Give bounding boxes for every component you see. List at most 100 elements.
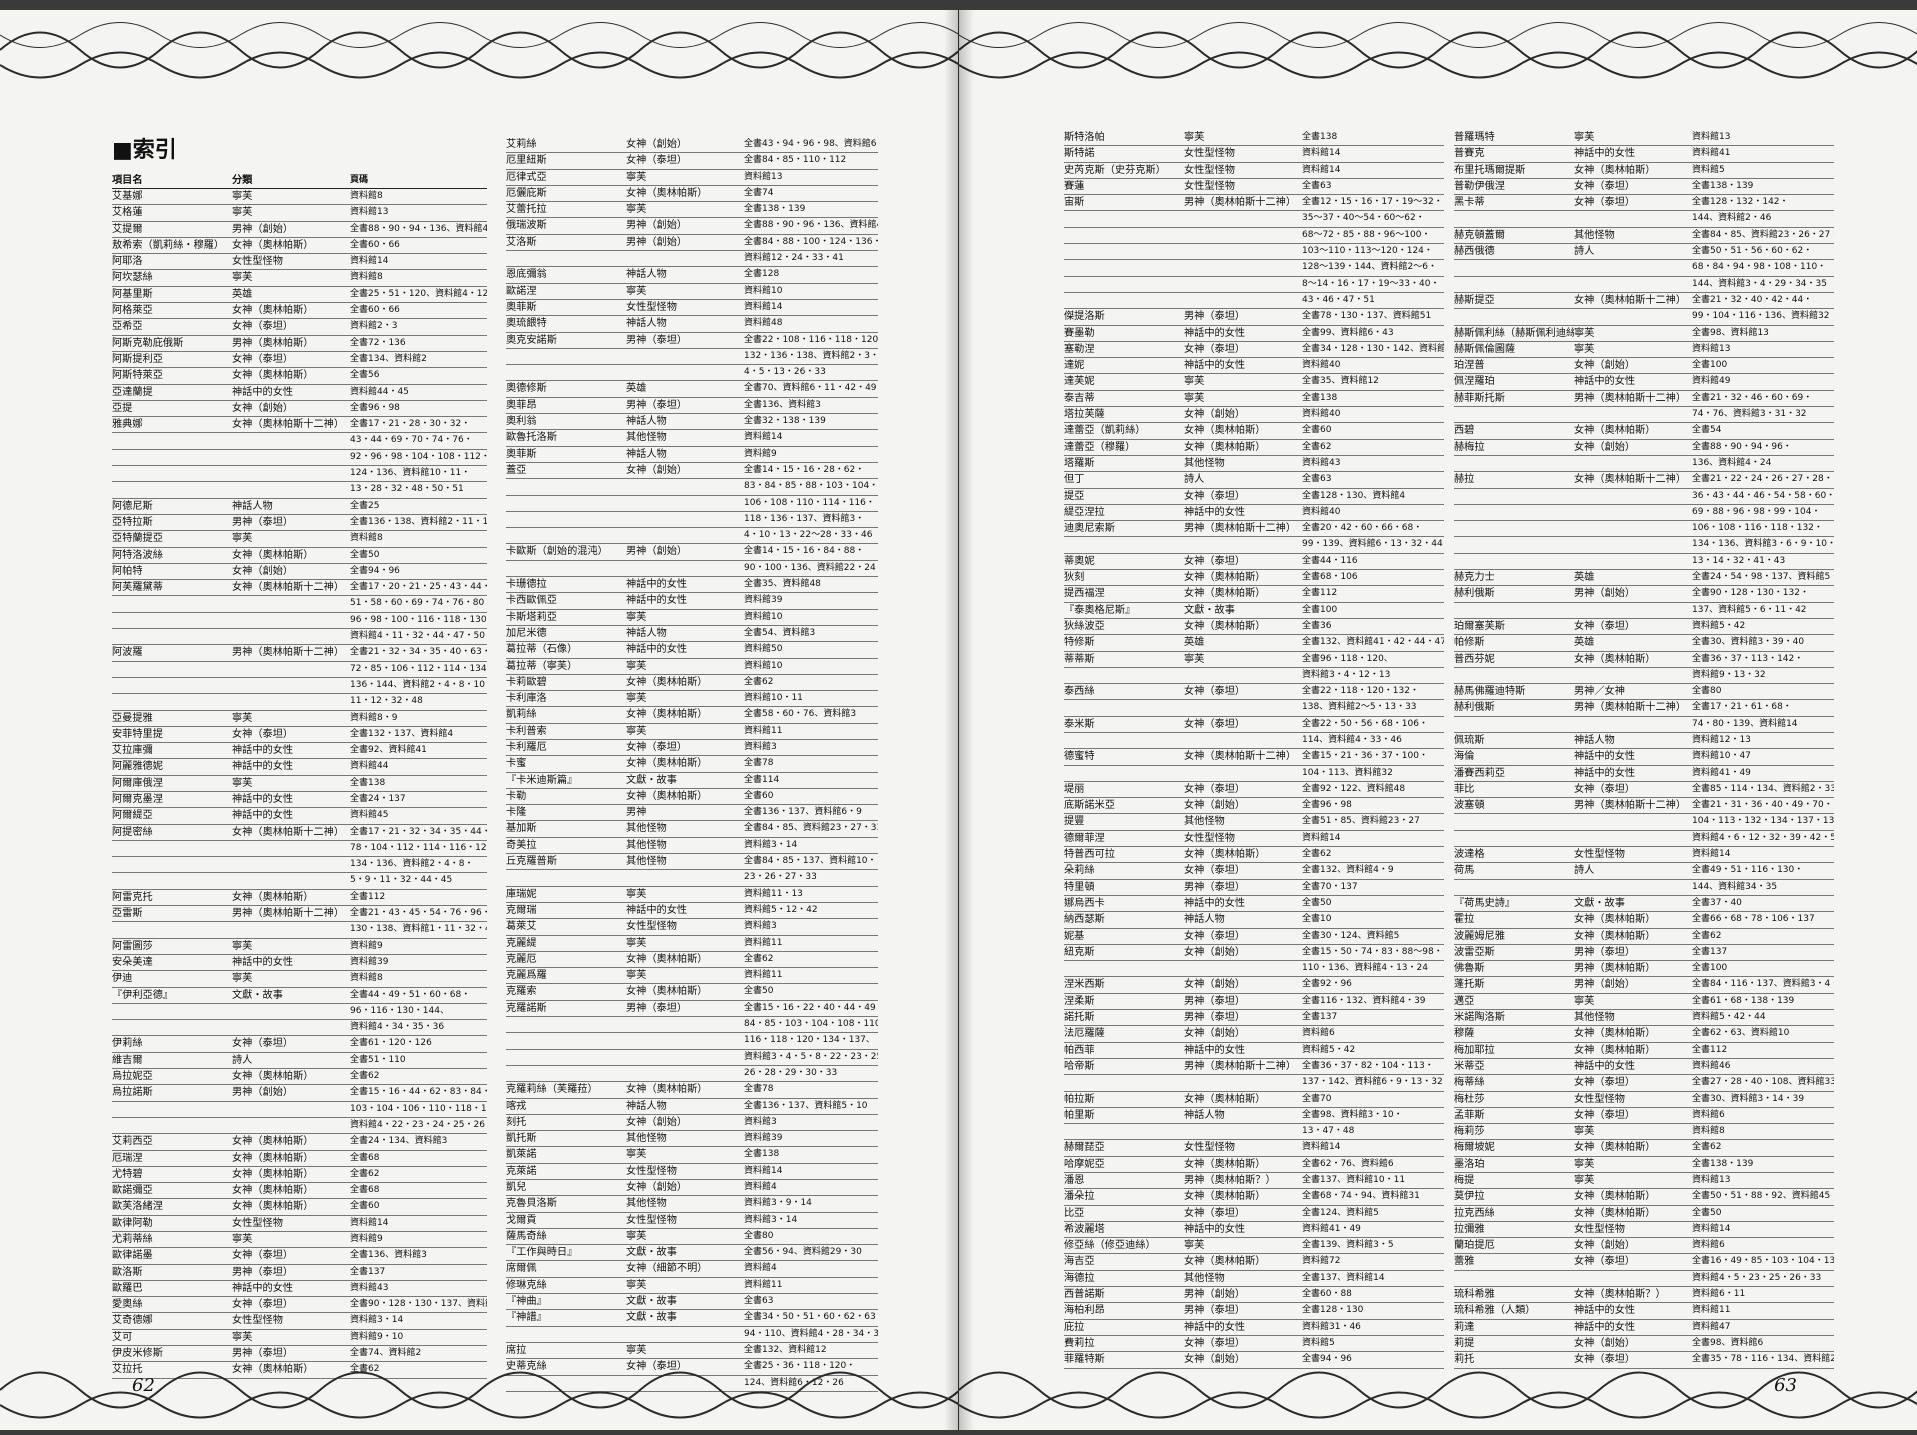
entry-pages: 資料館3・14	[350, 1315, 404, 1326]
entry-category: 女神（創始）	[1574, 441, 1636, 453]
entry-pages: 全書100	[1302, 604, 1338, 615]
entry-pages: 全書44・49・51・60・68・	[350, 989, 471, 1000]
entry-category	[1574, 489, 1692, 504]
index-entry: 珀爾塞芙斯 女神（泰坦） 資料館5・42	[1454, 619, 1834, 636]
index-entry: 『神譜』 文獻・故事 全書34・50・51・60・62・63・68・	[506, 1310, 878, 1327]
entry-name: 赫梅拉	[1454, 441, 1485, 453]
entry-pages: 全書100	[1692, 963, 1728, 974]
entry-category: 女神（泰坦）	[232, 321, 294, 333]
entry-category: 男神（泰坦）	[1184, 1305, 1246, 1317]
entry-name: 艾基娜	[112, 191, 143, 202]
entry-pages: 104・113、資料館32	[1302, 767, 1393, 778]
entry-category: 神話中的女性	[232, 745, 294, 757]
index-entry: 塞勒涅 女神（泰坦） 全書34・128・130・142、資料館4	[1064, 342, 1444, 359]
entry-pages: 全書62	[350, 1168, 380, 1179]
index-entry: 阿波羅 男神（奧林帕斯十二神） 全書21・32・34・35・40・63・	[112, 645, 487, 662]
entry-pages: 資料館14	[1692, 1223, 1731, 1234]
index-entry: 84・85・103・104・108・110・	[506, 1017, 878, 1034]
index-entry: 賽墨勒 神話中的女性 全書99、資料館6・43	[1064, 326, 1444, 342]
entry-name: 塔羅斯	[1064, 457, 1095, 469]
entry-category: 女神（創始）	[1184, 409, 1246, 421]
entry-category	[626, 251, 744, 266]
index-entry: 波塞頓 男神（奧林帕斯十二神） 全書21・31・36・40・49・70・	[1454, 798, 1834, 815]
entry-pages: 資料館10	[744, 611, 783, 622]
index-entry: 克萊諾 女性型怪物 資料館14	[506, 1164, 878, 1180]
entry-category: 寧芙	[232, 272, 253, 284]
index-entry: 帕修斯 英雄 全書30、資料館3・39・40	[1454, 635, 1834, 652]
entry-category: 神話人物	[626, 318, 667, 330]
entry-category: 寧芙	[626, 285, 647, 297]
index-entry: 提西福涅 女神（奧林帕斯） 全書112	[1064, 586, 1444, 603]
entry-pages: 全書35、資料館12	[1302, 376, 1379, 387]
index-entry: 加尼米德 神話人物 全書54、資料館3	[506, 626, 878, 643]
entry-category: 女神（創始）	[1574, 1240, 1636, 1252]
entry-name	[506, 512, 626, 527]
entry-pages: 全書62	[350, 1071, 380, 1082]
index-entry: 奧利翁 神話人物 全書32・138・139	[506, 414, 878, 431]
entry-name: 孟菲斯	[1454, 1109, 1485, 1121]
entry-name: 凱兒	[506, 1182, 527, 1193]
entry-pages: 全書63	[1302, 474, 1332, 485]
entry-category: 女神（奧林帕斯）	[1574, 1142, 1656, 1154]
entry-pages: 全書98、資料館13	[1692, 327, 1769, 338]
index-entry: 74・80・139、資料館14	[1454, 717, 1834, 733]
entry-name	[112, 841, 232, 856]
index-entry: 26・28・29・30・33	[506, 1066, 878, 1083]
index-entry: 狄絲波亞 女神（奧林帕斯） 全書36	[1064, 619, 1444, 636]
entry-pages: 全書100	[1692, 360, 1728, 371]
entry-category	[626, 1327, 744, 1342]
index-entry: 妮基 女神（泰坦） 全書30・124、資料館5	[1064, 929, 1444, 945]
entry-name: 塞勒涅	[1064, 343, 1095, 355]
entry-name: 席拉	[506, 1344, 527, 1356]
entry-name: 帕里斯	[1064, 1109, 1095, 1121]
entry-pages: 資料館39	[744, 595, 783, 606]
entry-pages: 全書49・51・116・130・	[1692, 865, 1804, 876]
entry-pages: 資料館14	[744, 432, 783, 443]
entry-category	[1184, 211, 1302, 226]
index-entry: 希波麗塔 神話中的女性 資料館41・49	[1064, 1222, 1444, 1239]
entry-name: 史蒂克絲	[506, 1361, 547, 1373]
entry-category: 女神（奧林帕斯）	[232, 1201, 314, 1213]
entry-category: 神話人物	[1574, 734, 1615, 746]
entry-pages: 118・136・137、資料館3・	[744, 513, 865, 524]
entry-category: 女神（泰坦）	[1184, 1337, 1246, 1349]
index-entry: 德蜜特 女神（奧林帕斯十二神） 全書15・21・36・37・100・	[1064, 749, 1444, 766]
entry-category: 其他怪物	[1184, 457, 1225, 469]
entry-category: 文獻・故事	[1574, 897, 1625, 909]
entry-pages: 資料館3・4・5・8・22・23・25・	[744, 1051, 878, 1062]
entry-category: 文獻・故事	[1184, 604, 1235, 616]
entry-category: 女神（奧林帕斯）	[232, 1071, 314, 1083]
entry-pages: 資料館10	[744, 285, 783, 296]
entry-category: 男神（奧林帕斯？）	[1184, 1175, 1276, 1186]
index-entry: 泰米斯 女神（泰坦） 全書22・50・56・68・106・	[1064, 717, 1444, 733]
index-entry: 莫伊拉 女神（奧林帕斯） 全書50・51・88・92、資料館45	[1454, 1189, 1834, 1206]
entry-category: 女神（創始）	[232, 565, 294, 577]
entry-name: 阿芙羅黛蒂	[112, 582, 163, 594]
entry-name: 亞特蘭提亞	[112, 533, 163, 545]
index-entry: 阿坎瑟絲 寧芙 資料館8	[112, 270, 487, 287]
index-entry: 提豐 其他怪物 全書51・85、資料館23・27	[1064, 814, 1444, 831]
index-entry: 亞達蘭提 神話中的女性 資料館44・45	[112, 385, 487, 401]
index-entry: 伊迪 寧芙 資料館8	[112, 971, 487, 988]
entry-category: 其他怪物	[626, 1133, 667, 1145]
index-entry: 赫斯提亞 女神（奧林帕斯十二神） 全書21・32・40・42・44・	[1454, 293, 1834, 310]
entry-name: 『伊利亞德』	[112, 989, 174, 1001]
entry-name: 葛拉蒂（寧芙）	[506, 660, 578, 672]
entry-name: 艾蕾托拉	[506, 204, 547, 216]
entry-name	[506, 496, 626, 511]
entry-name: 潘賽西莉亞	[1454, 767, 1505, 779]
entry-name: 阿提密絲	[112, 826, 153, 838]
entry-name: 蓬托斯	[1454, 979, 1485, 991]
entry-name: 佩琉斯	[1454, 734, 1485, 746]
index-entry: 蓬托斯 男神（創始） 全書84・116・137、資料館3・4・24	[1454, 977, 1834, 994]
entry-category: 女神（奧林帕斯十二神）	[1184, 751, 1297, 763]
entry-name	[1064, 537, 1184, 552]
index-entry: 但丁 詩人 全書63	[1064, 472, 1444, 489]
index-entry: 海德拉 其他怪物 全書137、資料館14	[1064, 1271, 1444, 1288]
entry-name: 泰米斯	[1064, 718, 1095, 730]
entry-category: 女性型怪物	[1184, 164, 1235, 176]
index-entry: 尤莉蒂絲 寧芙 資料館9	[112, 1232, 487, 1249]
entry-pages: 全書136・138、資料館2・11・13	[350, 516, 487, 527]
entry-pages: 96・116・130・144、	[350, 1005, 449, 1016]
index-entry: 海柏利昂 男神（泰坦） 全書128・130	[1064, 1303, 1444, 1320]
